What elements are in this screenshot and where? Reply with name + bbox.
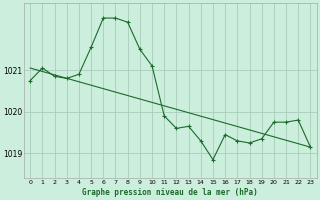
X-axis label: Graphe pression niveau de la mer (hPa): Graphe pression niveau de la mer (hPa) — [83, 188, 258, 197]
